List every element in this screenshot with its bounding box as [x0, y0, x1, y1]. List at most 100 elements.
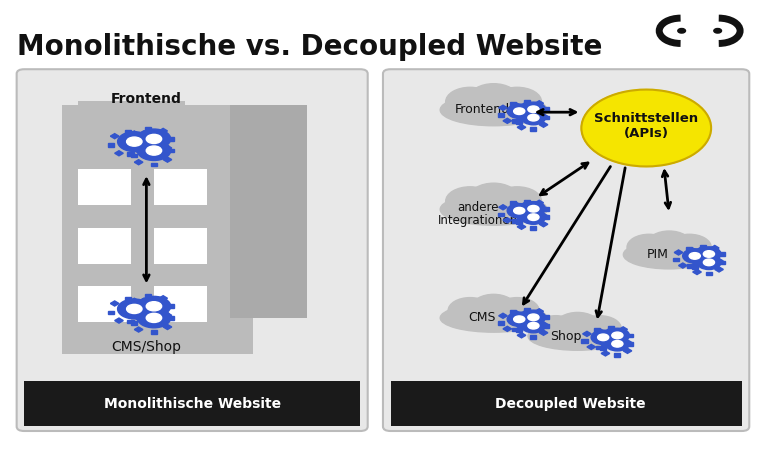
Ellipse shape	[624, 240, 715, 269]
Bar	[594, 328, 600, 332]
Bar	[596, 337, 602, 341]
Bar	[531, 335, 537, 339]
Circle shape	[137, 308, 170, 328]
Bar	[528, 109, 535, 113]
Bar	[608, 326, 614, 330]
FancyBboxPatch shape	[230, 106, 306, 318]
Bar	[531, 118, 537, 122]
Circle shape	[118, 132, 151, 152]
Bar	[693, 269, 701, 274]
Bar	[130, 142, 139, 148]
Bar	[498, 321, 504, 325]
Bar	[543, 207, 549, 211]
Bar	[163, 157, 172, 162]
Bar	[525, 317, 531, 320]
Bar	[525, 324, 534, 329]
Bar	[528, 209, 535, 212]
FancyBboxPatch shape	[154, 228, 207, 264]
Bar	[151, 151, 157, 155]
Bar	[516, 121, 522, 124]
Circle shape	[528, 314, 539, 321]
Bar	[163, 146, 172, 151]
Bar	[614, 353, 621, 357]
Bar	[535, 101, 544, 106]
Circle shape	[146, 313, 161, 323]
Bar	[498, 113, 504, 116]
Bar	[145, 294, 151, 298]
Bar	[531, 327, 537, 330]
Bar	[521, 202, 529, 207]
Circle shape	[667, 234, 711, 260]
Bar	[525, 215, 534, 220]
Bar	[600, 347, 606, 350]
Bar	[673, 258, 679, 261]
Bar	[597, 329, 605, 334]
FancyBboxPatch shape	[154, 169, 207, 205]
Text: Monolithische vs. Decoupled Website: Monolithische vs. Decoupled Website	[17, 33, 602, 61]
Bar	[130, 131, 139, 136]
Text: andere: andere	[458, 201, 499, 214]
Bar	[163, 324, 172, 329]
Circle shape	[605, 337, 630, 351]
Bar	[700, 245, 706, 248]
Bar	[686, 247, 692, 250]
Circle shape	[612, 332, 623, 339]
Bar	[503, 326, 511, 331]
Bar	[710, 254, 719, 259]
Bar	[678, 263, 687, 268]
Bar	[525, 208, 531, 212]
Bar	[130, 298, 139, 303]
Circle shape	[683, 249, 707, 263]
FancyBboxPatch shape	[62, 106, 253, 354]
Circle shape	[521, 111, 545, 125]
Bar	[511, 211, 518, 214]
Bar	[627, 334, 633, 337]
Circle shape	[127, 137, 142, 146]
Bar	[539, 222, 548, 227]
Text: Frontend: Frontend	[111, 91, 182, 106]
Bar	[587, 344, 595, 349]
Circle shape	[612, 340, 623, 347]
Circle shape	[445, 87, 495, 116]
Circle shape	[627, 234, 671, 260]
Circle shape	[521, 310, 545, 324]
Text: Schnittstellen
(APIs): Schnittstellen (APIs)	[594, 112, 698, 140]
Bar	[516, 220, 522, 223]
Bar	[525, 116, 534, 121]
Bar	[613, 335, 619, 339]
Bar	[543, 324, 549, 328]
Bar	[517, 224, 526, 229]
Bar	[718, 252, 724, 256]
Circle shape	[137, 296, 170, 316]
Bar	[159, 140, 167, 145]
Bar	[535, 208, 544, 214]
Bar	[513, 211, 521, 216]
Bar	[145, 127, 151, 131]
Bar	[145, 306, 151, 309]
Circle shape	[598, 334, 609, 341]
Bar	[700, 260, 709, 266]
Bar	[168, 137, 174, 141]
FancyBboxPatch shape	[391, 381, 742, 426]
Bar	[125, 130, 131, 133]
Text: CMS: CMS	[468, 311, 496, 324]
Bar	[511, 328, 518, 331]
Bar	[127, 141, 134, 144]
Bar	[601, 351, 610, 356]
Bar	[498, 105, 508, 110]
Circle shape	[534, 316, 578, 342]
Bar	[619, 335, 627, 340]
Text: CMS/Shop: CMS/Shop	[111, 340, 181, 354]
Bar	[525, 308, 531, 312]
Bar	[148, 307, 154, 311]
Text: Frontend: Frontend	[455, 103, 510, 116]
Circle shape	[493, 187, 541, 216]
Circle shape	[528, 114, 539, 121]
Bar	[510, 102, 516, 106]
Bar	[125, 297, 131, 300]
Bar	[151, 330, 157, 334]
Bar	[151, 162, 157, 166]
Circle shape	[521, 318, 545, 333]
Bar	[513, 203, 521, 208]
Bar	[601, 343, 610, 348]
